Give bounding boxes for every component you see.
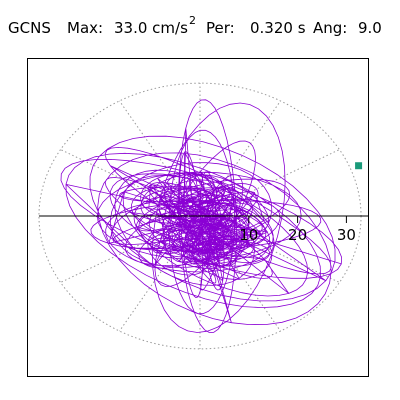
grid-spoke <box>199 215 340 283</box>
station-code: GCNS <box>8 19 51 37</box>
radial-tick-label: 30 <box>337 226 356 244</box>
max-value: 33.0 cm/s <box>114 19 188 37</box>
max-point-marker <box>355 162 363 170</box>
radial-tick-label: 20 <box>288 226 307 244</box>
max-unit-exponent: 2 <box>189 14 196 27</box>
period-value: 0.320 s <box>250 19 306 37</box>
orbit-path <box>60 99 343 333</box>
angle-value: 9.0 <box>358 19 382 37</box>
radial-tick-labels: 10 20 30 <box>239 226 356 244</box>
period-label: Per: <box>206 19 235 37</box>
max-marker-layer <box>355 162 363 170</box>
axes <box>38 215 368 223</box>
orbit-trace <box>60 99 343 333</box>
radial-tick-label: 10 <box>239 226 258 244</box>
plot-frame <box>27 58 369 377</box>
grid-spoke <box>199 215 281 332</box>
grid-spoke <box>119 215 201 332</box>
grid-spoke <box>119 100 201 217</box>
angle-label: Ang: <box>313 19 347 37</box>
grid-spoke <box>199 100 281 217</box>
max-label: Max: <box>67 19 103 37</box>
